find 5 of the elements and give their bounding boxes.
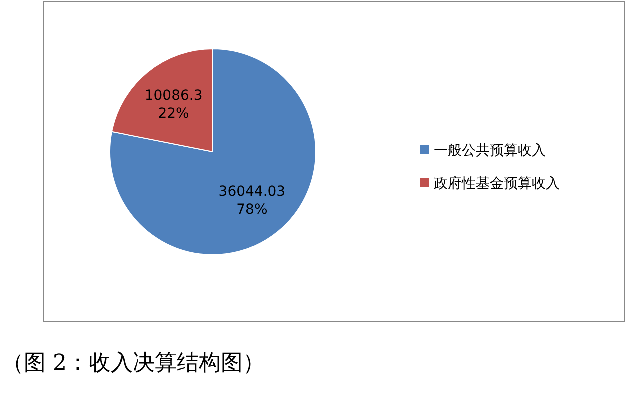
data-label: 36044.03 78% bbox=[218, 184, 286, 218]
data-label: 10086.3 22% bbox=[144, 88, 203, 122]
text: （图 2：收入决算结构图） bbox=[2, 351, 265, 376]
legend-label: 一般公共预算收入 bbox=[434, 143, 546, 159]
legend-label: 政府性基金预算收入 bbox=[434, 176, 560, 192]
